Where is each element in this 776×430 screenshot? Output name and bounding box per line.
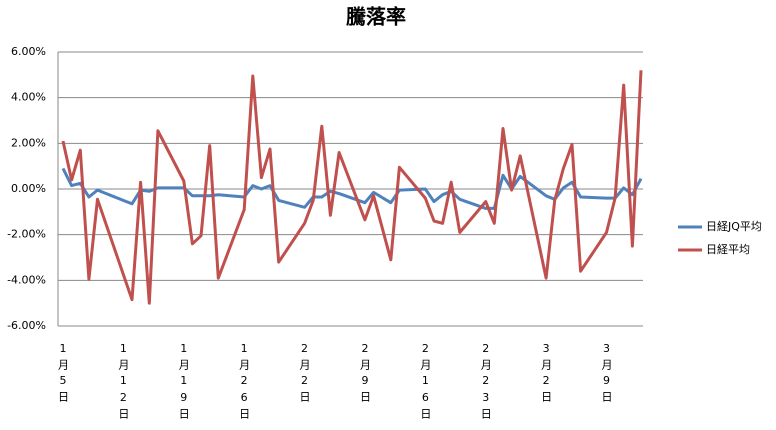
x-tick-label: 2月9日 xyxy=(358,342,371,406)
y-tick-label: 6.00% xyxy=(11,45,46,58)
x-tick-label: 3月2日 xyxy=(540,342,553,406)
x-tick-label: 1月26日 xyxy=(238,342,251,423)
y-tick-label: -4.00% xyxy=(7,273,46,286)
legend-label: 日経平均 xyxy=(706,243,750,256)
y-tick-label: -2.00% xyxy=(7,228,46,241)
y-tick-label: 4.00% xyxy=(11,91,46,104)
x-tick-label: 1月5日 xyxy=(57,342,70,406)
x-tick-label: 3月9日 xyxy=(600,342,613,406)
x-tick-label: 2月23日 xyxy=(479,342,492,423)
x-tick-label: 1月19日 xyxy=(177,342,190,423)
x-tick-label: 1月12日 xyxy=(117,342,130,423)
x-tick-label: 2月16日 xyxy=(419,342,432,423)
chart-title: 騰落率 xyxy=(346,5,406,29)
y-tick-label: 2.00% xyxy=(11,136,46,149)
y-tick-label: 0.00% xyxy=(11,182,46,195)
line xyxy=(61,70,643,305)
y-tick-label: -6.00% xyxy=(7,319,46,332)
x-tick-label: 2月2日 xyxy=(298,342,311,406)
legend-label: 日経JQ平均 xyxy=(706,220,762,233)
